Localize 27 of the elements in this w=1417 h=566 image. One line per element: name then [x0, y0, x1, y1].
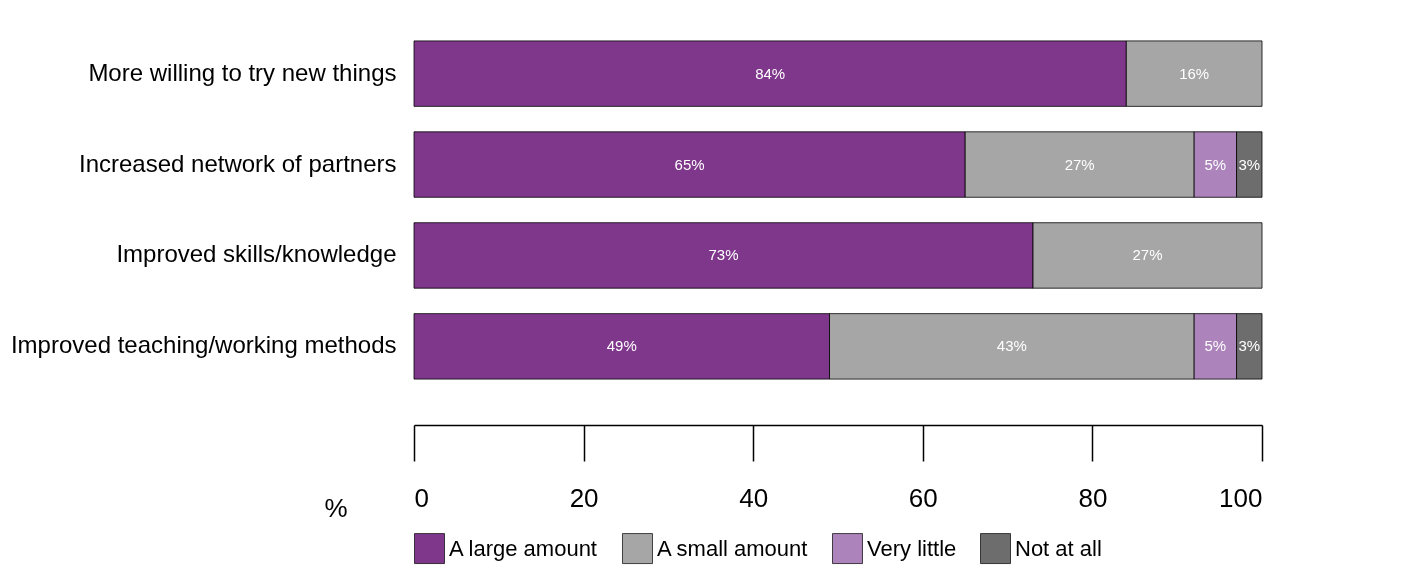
data-label: 5% — [1204, 337, 1227, 355]
y-tick-label: Improved teaching/working methods — [10, 331, 397, 359]
x-axis-title: % — [324, 492, 348, 523]
y-tick-label: Increased network of partners — [79, 149, 397, 177]
x-tick-label: 100 — [1219, 482, 1263, 513]
data-label: 65% — [674, 155, 705, 173]
data-label: 5% — [1204, 155, 1227, 173]
data-label: 3% — [1238, 337, 1261, 355]
legend-label: A small amount — [657, 535, 808, 561]
data-label: 3% — [1238, 155, 1261, 173]
data-label: 43% — [996, 337, 1027, 355]
x-tick-label: 80 — [1078, 482, 1108, 513]
legend-label: A large amount — [449, 535, 597, 561]
data-label: 27% — [1064, 155, 1095, 173]
y-tick-label: Improved skills/knowledge — [116, 240, 397, 268]
x-tick-label: 60 — [908, 482, 938, 513]
data-label: 84% — [755, 64, 786, 82]
data-label: 49% — [606, 337, 637, 355]
x-tick-label: 0 — [414, 482, 429, 513]
data-label: 73% — [708, 246, 739, 264]
data-label: 27% — [1132, 246, 1163, 264]
y-tick-label: More willing to try new things — [88, 58, 397, 86]
legend-label: Very little — [867, 535, 957, 561]
x-tick-label: 40 — [739, 482, 769, 513]
legend-label: Not at all — [1015, 535, 1102, 561]
x-tick-label: 20 — [569, 482, 599, 513]
data-label: 16% — [1179, 64, 1210, 82]
